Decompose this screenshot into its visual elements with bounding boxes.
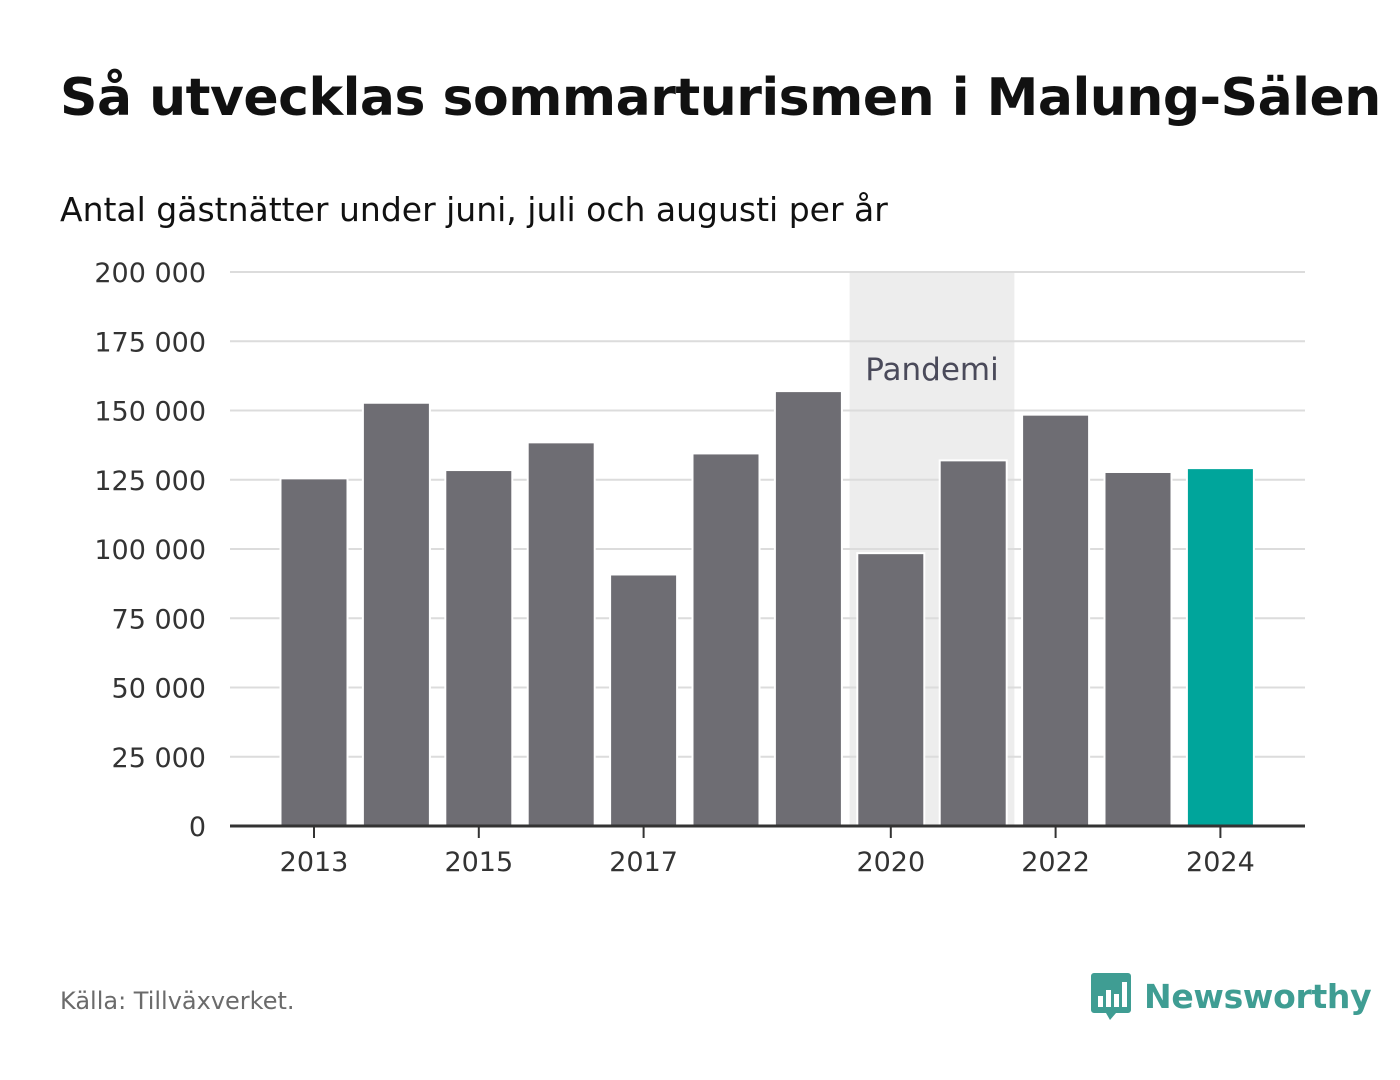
chart-subtitle: Antal gästnätter under juni, juli och au… <box>60 190 888 229</box>
bar-2020 <box>856 552 926 828</box>
bar-2014 <box>361 401 431 827</box>
y-tick-label: 25 000 <box>112 743 206 774</box>
bar-2023 <box>1103 470 1173 827</box>
x-tick-label: 2013 <box>280 847 349 878</box>
bar-chart: Pandemi 0 25 000 50 000 75 000 100 000 125 00… <box>94 258 1305 878</box>
x-tick-label: 2022 <box>1021 847 1090 878</box>
y-tick-label: 100 000 <box>94 535 206 566</box>
bar-chart-speech-bubble-icon <box>1091 973 1131 1020</box>
x-tick-label: 2024 <box>1186 847 1255 878</box>
bar-2017 <box>609 573 679 828</box>
bar-2015 <box>444 469 514 827</box>
bar-2018 <box>691 452 761 827</box>
x-tick-label: 2020 <box>856 847 925 878</box>
bar-2022 <box>1021 413 1091 827</box>
y-tick-label: 75 000 <box>112 604 206 635</box>
brand-name: Newsworthy <box>1144 976 1372 1016</box>
chart-title: Så utvecklas sommarturismen i Malung-Säl… <box>60 68 1381 128</box>
y-tick-label: 50 000 <box>112 674 206 705</box>
x-tick-label: 2017 <box>609 847 678 878</box>
y-tick-label: 200 000 <box>94 258 206 289</box>
bar-2019 <box>773 390 843 827</box>
bar-2024 <box>1185 467 1255 827</box>
bar-2021 <box>938 459 1008 827</box>
brand[interactable]: Newsworthy <box>1090 970 1372 1022</box>
y-tick-label: 0 <box>189 812 206 843</box>
y-tick-label: 125 000 <box>94 466 206 497</box>
bars <box>279 390 1255 828</box>
bar-2016 <box>526 441 596 827</box>
pandemic-label: Pandemi <box>865 352 999 388</box>
y-tick-label: 150 000 <box>94 397 206 428</box>
source-note: Källa: Tillväxverket. <box>60 987 295 1015</box>
x-tick-label: 2015 <box>444 847 513 878</box>
y-tick-label: 175 000 <box>94 327 206 358</box>
bar-2013 <box>279 477 349 827</box>
axes: 0 25 000 50 000 75 000 100 000 125 000 150 000… <box>94 258 1305 878</box>
